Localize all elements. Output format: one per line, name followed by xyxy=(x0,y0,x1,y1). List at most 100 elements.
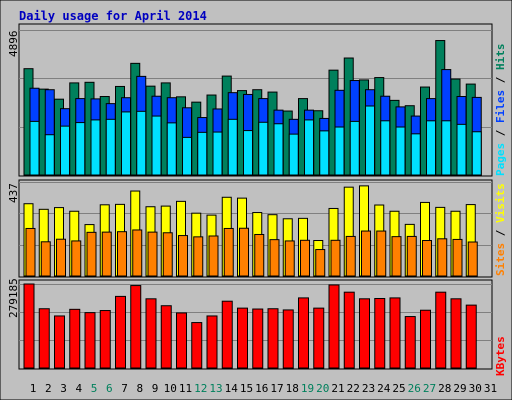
day-label-23: 23 xyxy=(362,382,375,395)
bar-kbytes-day-3 xyxy=(54,315,65,369)
legend-separator: / xyxy=(494,223,507,243)
visits-sites-legend: Sites / Visits xyxy=(494,183,507,276)
bar-kbytes-day-17 xyxy=(267,308,279,369)
bar-sites-day-17 xyxy=(269,239,280,277)
bar-sites-day-22 xyxy=(345,235,356,277)
kbytes-legend: KBytes xyxy=(494,336,507,376)
day-label-13: 13 xyxy=(209,382,222,395)
bar-sites-day-12 xyxy=(193,236,204,277)
bar-kbytes-day-30 xyxy=(465,304,477,369)
bar-sites-day-28 xyxy=(437,238,448,277)
bar-pages-day-22 xyxy=(349,120,360,176)
bar-pages-day-1 xyxy=(29,120,40,176)
bar-sites-day-29 xyxy=(452,238,463,277)
bar-pages-day-28 xyxy=(441,120,452,176)
bar-pages-day-6 xyxy=(105,118,116,176)
bar-pages-day-30 xyxy=(471,131,482,176)
bar-sites-day-14 xyxy=(223,227,234,277)
day-label-16: 16 xyxy=(255,382,268,395)
bar-sites-day-25 xyxy=(391,236,402,277)
bar-kbytes-day-29 xyxy=(450,298,462,369)
day-label-28: 28 xyxy=(438,382,451,395)
visits-sites-axis-max: 437 xyxy=(7,183,20,203)
bar-pages-day-10 xyxy=(166,122,177,176)
bar-kbytes-day-15 xyxy=(237,307,248,369)
bar-kbytes-day-18 xyxy=(282,309,294,369)
day-label-12: 12 xyxy=(194,382,207,395)
bar-kbytes-day-9 xyxy=(145,298,157,369)
bar-pages-day-12 xyxy=(197,131,208,176)
hits-files-pages-panel: 4896 Pages / Files / Hits xyxy=(7,23,507,177)
bar-sites-day-30 xyxy=(467,241,478,277)
bar-kbytes-day-14 xyxy=(221,300,233,369)
bar-sites-day-18 xyxy=(284,240,295,277)
bar-sites-day-3 xyxy=(56,238,66,277)
bar-pages-day-25 xyxy=(395,126,406,176)
bar-kbytes-day-6 xyxy=(99,310,111,369)
bar-kbytes-day-28 xyxy=(435,291,447,369)
bar-pages-day-8 xyxy=(136,110,147,176)
bar-pages-day-14 xyxy=(227,118,238,176)
bar-pages-day-21 xyxy=(334,126,345,176)
legend-separator: / xyxy=(494,123,507,143)
bar-kbytes-day-1 xyxy=(23,283,35,369)
bar-sites-day-24 xyxy=(376,230,387,277)
day-label-3: 3 xyxy=(60,382,67,395)
bar-kbytes-day-4 xyxy=(69,308,81,369)
bar-sites-day-2 xyxy=(40,241,51,277)
bar-sites-day-4 xyxy=(71,240,82,277)
bar-sites-day-11 xyxy=(178,235,188,277)
day-axis: 1 2 3 4 5 6 7 8 9 10 11 12 13 14 15 16 17 18 19 20 21 22 23 24 2… xyxy=(30,382,497,395)
bar-pages-day-4 xyxy=(75,122,86,176)
bar-kbytes-day-11 xyxy=(176,312,187,369)
legend-sites: Sites xyxy=(494,243,507,276)
bar-pages-day-29 xyxy=(456,123,467,176)
day-label-27: 27 xyxy=(423,382,436,395)
day-label-9: 9 xyxy=(152,382,159,395)
bar-pages-day-15 xyxy=(243,130,253,176)
bar-kbytes-day-23 xyxy=(359,298,370,369)
legend-hits: Hits xyxy=(494,44,507,71)
bar-kbytes-day-26 xyxy=(404,316,416,369)
legend-separator: / xyxy=(494,70,507,90)
bar-sites-day-5 xyxy=(86,231,97,277)
day-label-10: 10 xyxy=(164,382,177,395)
bar-pages-day-27 xyxy=(426,120,436,176)
bar-sites-day-23 xyxy=(361,230,371,277)
bar-kbytes-day-21 xyxy=(328,284,340,369)
legend-files: Files xyxy=(494,90,507,123)
bar-sites-day-10 xyxy=(162,232,173,277)
bar-pages-day-24 xyxy=(380,120,391,176)
bar-kbytes-day-20 xyxy=(313,307,325,369)
bar-sites-day-19 xyxy=(300,239,310,277)
bar-kbytes-day-10 xyxy=(160,305,172,369)
bar-pages-day-9 xyxy=(151,115,162,176)
kbytes-panel: 279185 KBytes xyxy=(7,278,507,376)
day-label-18: 18 xyxy=(286,382,299,395)
bar-pages-day-11 xyxy=(182,136,192,176)
day-label-30: 30 xyxy=(469,382,482,395)
bar-kbytes-day-5 xyxy=(84,312,96,369)
bar-kbytes-day-25 xyxy=(389,297,401,369)
day-label-20: 20 xyxy=(316,382,329,395)
bar-sites-day-1 xyxy=(25,227,36,277)
bar-pages-day-20 xyxy=(319,130,330,176)
day-label-1: 1 xyxy=(30,382,37,395)
day-label-31: 31 xyxy=(484,382,497,395)
hits-files-pages-axis-max: 4896 xyxy=(7,31,20,58)
day-label-11: 11 xyxy=(179,382,192,395)
visits-sites-panel: 437 Sites / Visits xyxy=(7,179,507,278)
day-label-4: 4 xyxy=(75,382,82,395)
day-label-6: 6 xyxy=(106,382,113,395)
chart-title: Daily usage for April 2014 xyxy=(19,9,207,23)
day-label-25: 25 xyxy=(392,382,405,395)
bar-kbytes-day-8 xyxy=(130,285,142,369)
bar-pages-day-19 xyxy=(304,119,314,176)
day-label-22: 22 xyxy=(347,382,360,395)
day-label-29: 29 xyxy=(453,382,466,395)
day-label-26: 26 xyxy=(408,382,421,395)
bar-pages-day-17 xyxy=(273,123,284,176)
bar-kbytes-day-7 xyxy=(115,295,126,369)
bar-kbytes-day-2 xyxy=(38,308,50,369)
